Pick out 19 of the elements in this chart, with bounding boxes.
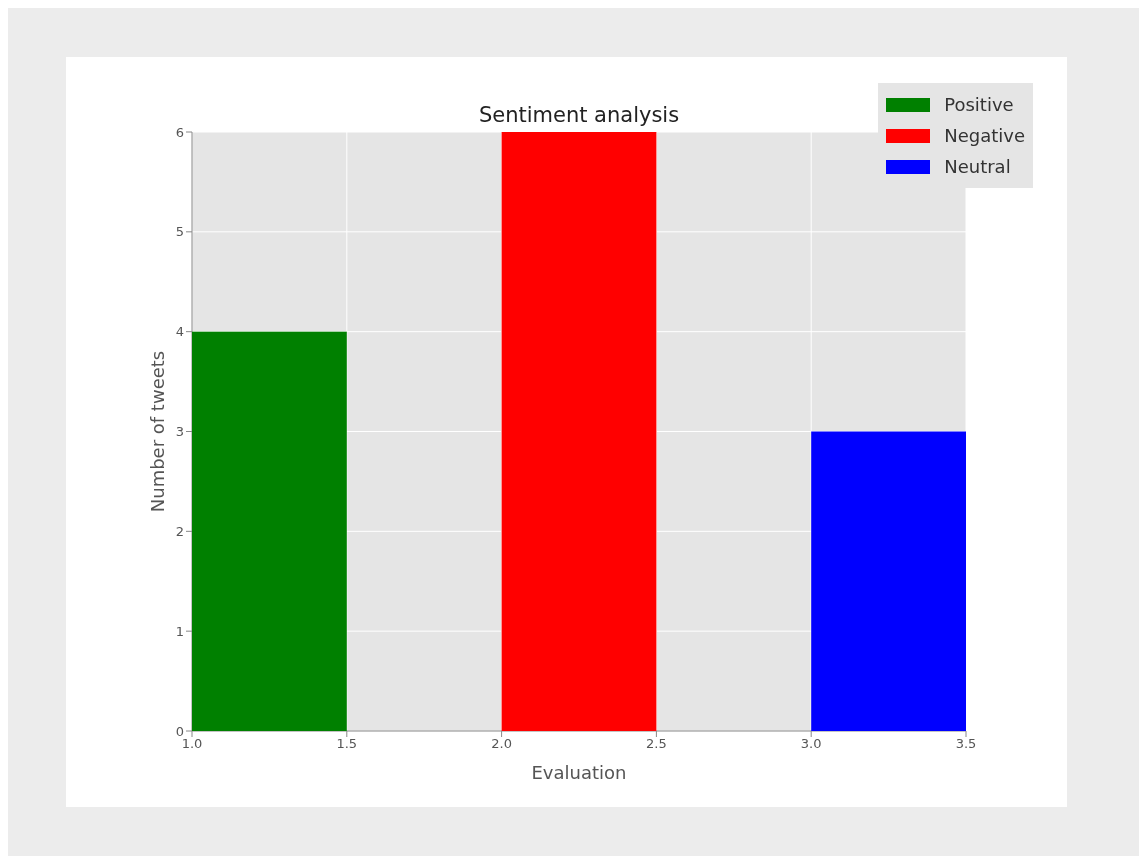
x-axis-title: Evaluation <box>531 762 627 783</box>
y-tick-label: 3 <box>175 424 184 440</box>
x-tick-label: 3.0 <box>800 736 822 752</box>
chart-title: Sentiment analysis <box>478 103 680 127</box>
y-axis-title: Number of tweets <box>147 350 169 513</box>
x-tick-label: 2.5 <box>646 736 667 752</box>
x-tick-label: 3.5 <box>955 736 977 752</box>
legend-label: Negative <box>944 125 1025 146</box>
legend-label: Neutral <box>944 156 1011 177</box>
y-tick-label: 0 <box>175 723 184 739</box>
x-tick-label: 1.0 <box>181 736 203 752</box>
y-tick-label: 5 <box>175 224 184 240</box>
y-tick-label: 6 <box>175 124 184 140</box>
x-tick-label: 2.0 <box>491 736 512 752</box>
legend-label: Positive <box>944 94 1014 115</box>
x-tick-label: 1.5 <box>336 736 358 752</box>
y-tick-label: 4 <box>175 324 184 340</box>
y-tick-label: 2 <box>175 523 184 539</box>
y-tick-label: 1 <box>175 623 184 639</box>
